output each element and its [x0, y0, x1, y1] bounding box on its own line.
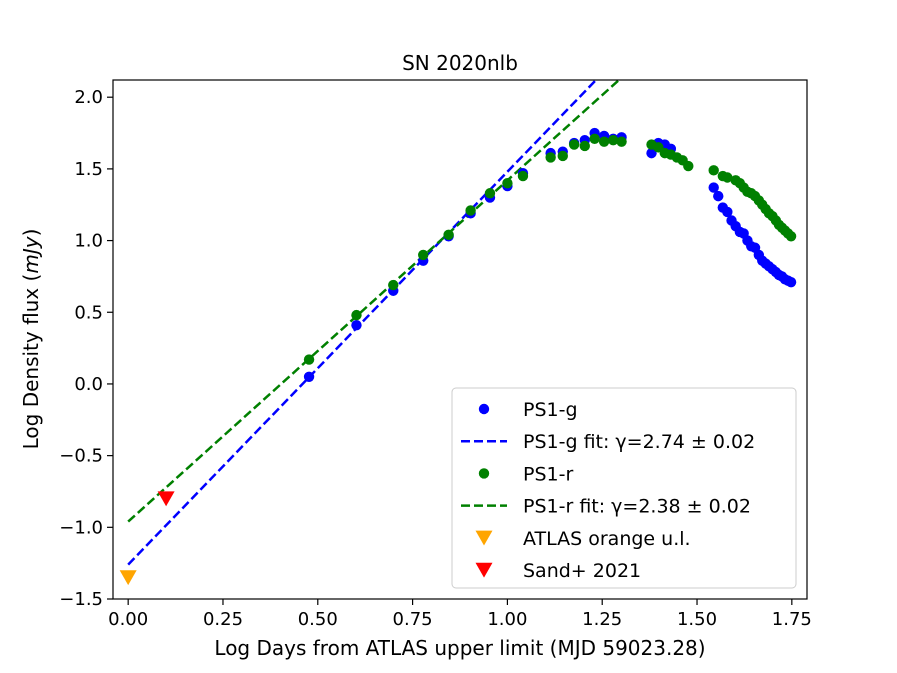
legend-label: PS1-r [523, 463, 573, 485]
ps1-g-point [722, 206, 733, 218]
y-axis-label-suffix: ) [19, 229, 43, 237]
x-tick-label: 1.75 [772, 609, 812, 630]
ps1-r-point [683, 160, 694, 172]
legend-triangle-handle [475, 562, 493, 578]
legend-label: Sand+ 2021 [523, 560, 641, 582]
y-tick-label: 1.0 [74, 231, 103, 252]
y-tick-label: 0.0 [74, 374, 103, 395]
y-axis-label-unit: mJy [19, 235, 43, 273]
ps1-r-point [443, 229, 454, 241]
x-tick-label: 0.00 [108, 609, 148, 630]
chart-title: SN 2020nlb [402, 51, 518, 75]
ps1-r-point [589, 133, 600, 144]
x-axis-ticks: 0.00 0.25 0.50 0.75 1.00 1.25 1.50 1.75 [108, 599, 812, 630]
ps1-g-point [785, 276, 797, 288]
ps1-r-point [545, 152, 556, 163]
y-tick-label: −1.5 [59, 589, 103, 610]
x-tick-label: 0.75 [393, 609, 433, 630]
legend-point-handle [478, 468, 490, 479]
ps1-r-point [465, 205, 476, 216]
ps1-r-point [708, 165, 719, 176]
ps1-r-point [502, 178, 513, 189]
y-tick-label: 1.5 [74, 159, 103, 180]
ps1-g-point [303, 371, 315, 382]
legend-label: PS1-g fit: γ=2.74 ± 0.02 [523, 431, 755, 453]
ps1-r-point [484, 188, 496, 199]
ps1-r-point [598, 136, 610, 147]
ps1-r-point [722, 172, 733, 183]
x-tick-label: 1.50 [677, 609, 717, 630]
legend-label: PS1-r fit: γ=2.38 ± 0.02 [523, 496, 751, 518]
y-tick-label: −1.0 [59, 517, 103, 538]
legend-label: PS1-g [523, 399, 578, 421]
ps1-r-point [418, 249, 429, 261]
ps1-r-point [785, 231, 797, 242]
ps1-r-point [579, 140, 590, 152]
ps1-r-point [351, 309, 362, 321]
ps1-r-point [303, 354, 315, 365]
legend-triangle-handle [475, 530, 493, 546]
x-axis-label: Log Days from ATLAS upper limit (MJD 590… [214, 636, 705, 660]
y-axis-label: Log Density flux (mJy) [19, 229, 43, 450]
y-axis-ticks: −1.5 −1.0 −0.5 0.0 0.5 1.0 1.5 2.0 [59, 87, 113, 610]
legend-label: ATLAS orange u.l. [523, 528, 691, 550]
y-tick-label: 0.5 [74, 302, 103, 323]
x-tick-label: 1.00 [487, 609, 527, 630]
ps1-g-point [351, 319, 362, 331]
y-tick-label: −0.5 [59, 446, 103, 467]
atlas-orange-u-l-marker [119, 570, 137, 586]
ps1-g-point [708, 182, 719, 193]
ps1-r-point [616, 136, 627, 147]
ps1-r-point [517, 170, 529, 182]
legend: PS1-g PS1-g fit: γ=2.74 ± 0.02 PS1-r PS1-r … [451, 387, 797, 589]
ps1-g-point [713, 190, 724, 202]
ps1-g-point [646, 147, 657, 159]
x-tick-label: 1.25 [582, 609, 622, 630]
data-markers [119, 127, 797, 586]
ps1-r-point [608, 135, 619, 146]
ps1-r-point [568, 139, 580, 150]
legend-frame [451, 387, 797, 589]
y-tick-label: 2.0 [74, 87, 103, 108]
y-axis-label-prefix: Log Density flux ( [19, 274, 43, 450]
ps1-r-point [388, 279, 399, 291]
sand-2021-marker [157, 491, 175, 507]
x-tick-label: 0.25 [203, 609, 243, 630]
legend-point-handle [478, 403, 490, 415]
plot-frame [112, 79, 808, 600]
ps1-g-fit-line [127, 80, 598, 566]
x-tick-label: 0.50 [298, 609, 338, 630]
ps1-r-point [557, 150, 568, 162]
